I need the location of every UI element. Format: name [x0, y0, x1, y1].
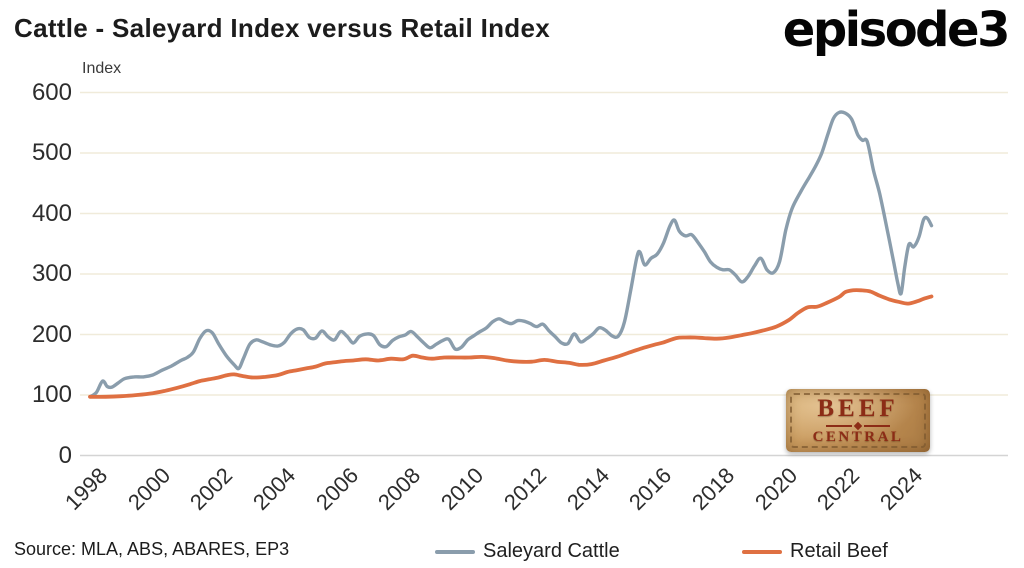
badge-divider: [826, 421, 890, 431]
y-tick-label-400: 400: [31, 199, 72, 227]
saleyard-cattle-legend-label: Saleyard Cattle: [483, 540, 620, 562]
legend-item-retail-beef: Retail Beef: [742, 540, 888, 563]
y-tick-label-300: 300: [31, 260, 72, 287]
saleyard-cattle-line: [88, 110, 934, 399]
source-attribution: Source: MLA, ABS, ABARES, EP3: [14, 539, 290, 559]
y-tick-label-0: 0: [58, 441, 72, 469]
episode3-logo: episode3: [782, 2, 1011, 58]
chart-title: Cattle - Saleyard Index versus Retail In…: [14, 13, 550, 43]
legend-item-saleyard-cattle: Saleyard Cattle: [435, 540, 620, 563]
saleyard-cattle-legend-swatch: [435, 549, 475, 554]
beef-central-badge: BEEF CENTRAL: [786, 389, 930, 452]
badge-divider-bar: [826, 425, 852, 427]
badge-word-central: CENTRAL: [812, 429, 904, 445]
badge-word-beef: BEEF: [817, 395, 899, 422]
badge-divider-bar: [864, 425, 890, 427]
y-tick-label-600: 600: [31, 78, 72, 106]
retail-beef-legend-label: Retail Beef: [790, 540, 888, 562]
y-tick-label-200: 200: [31, 320, 72, 348]
retail-beef-legend-swatch: [742, 549, 782, 554]
badge-stitch-border: [790, 393, 926, 448]
y-axis-title: Index: [82, 60, 122, 77]
y-tick-label-100: 100: [31, 381, 72, 408]
y-tick-label-500: 500: [31, 139, 72, 166]
retail-beef-line: [88, 288, 934, 399]
